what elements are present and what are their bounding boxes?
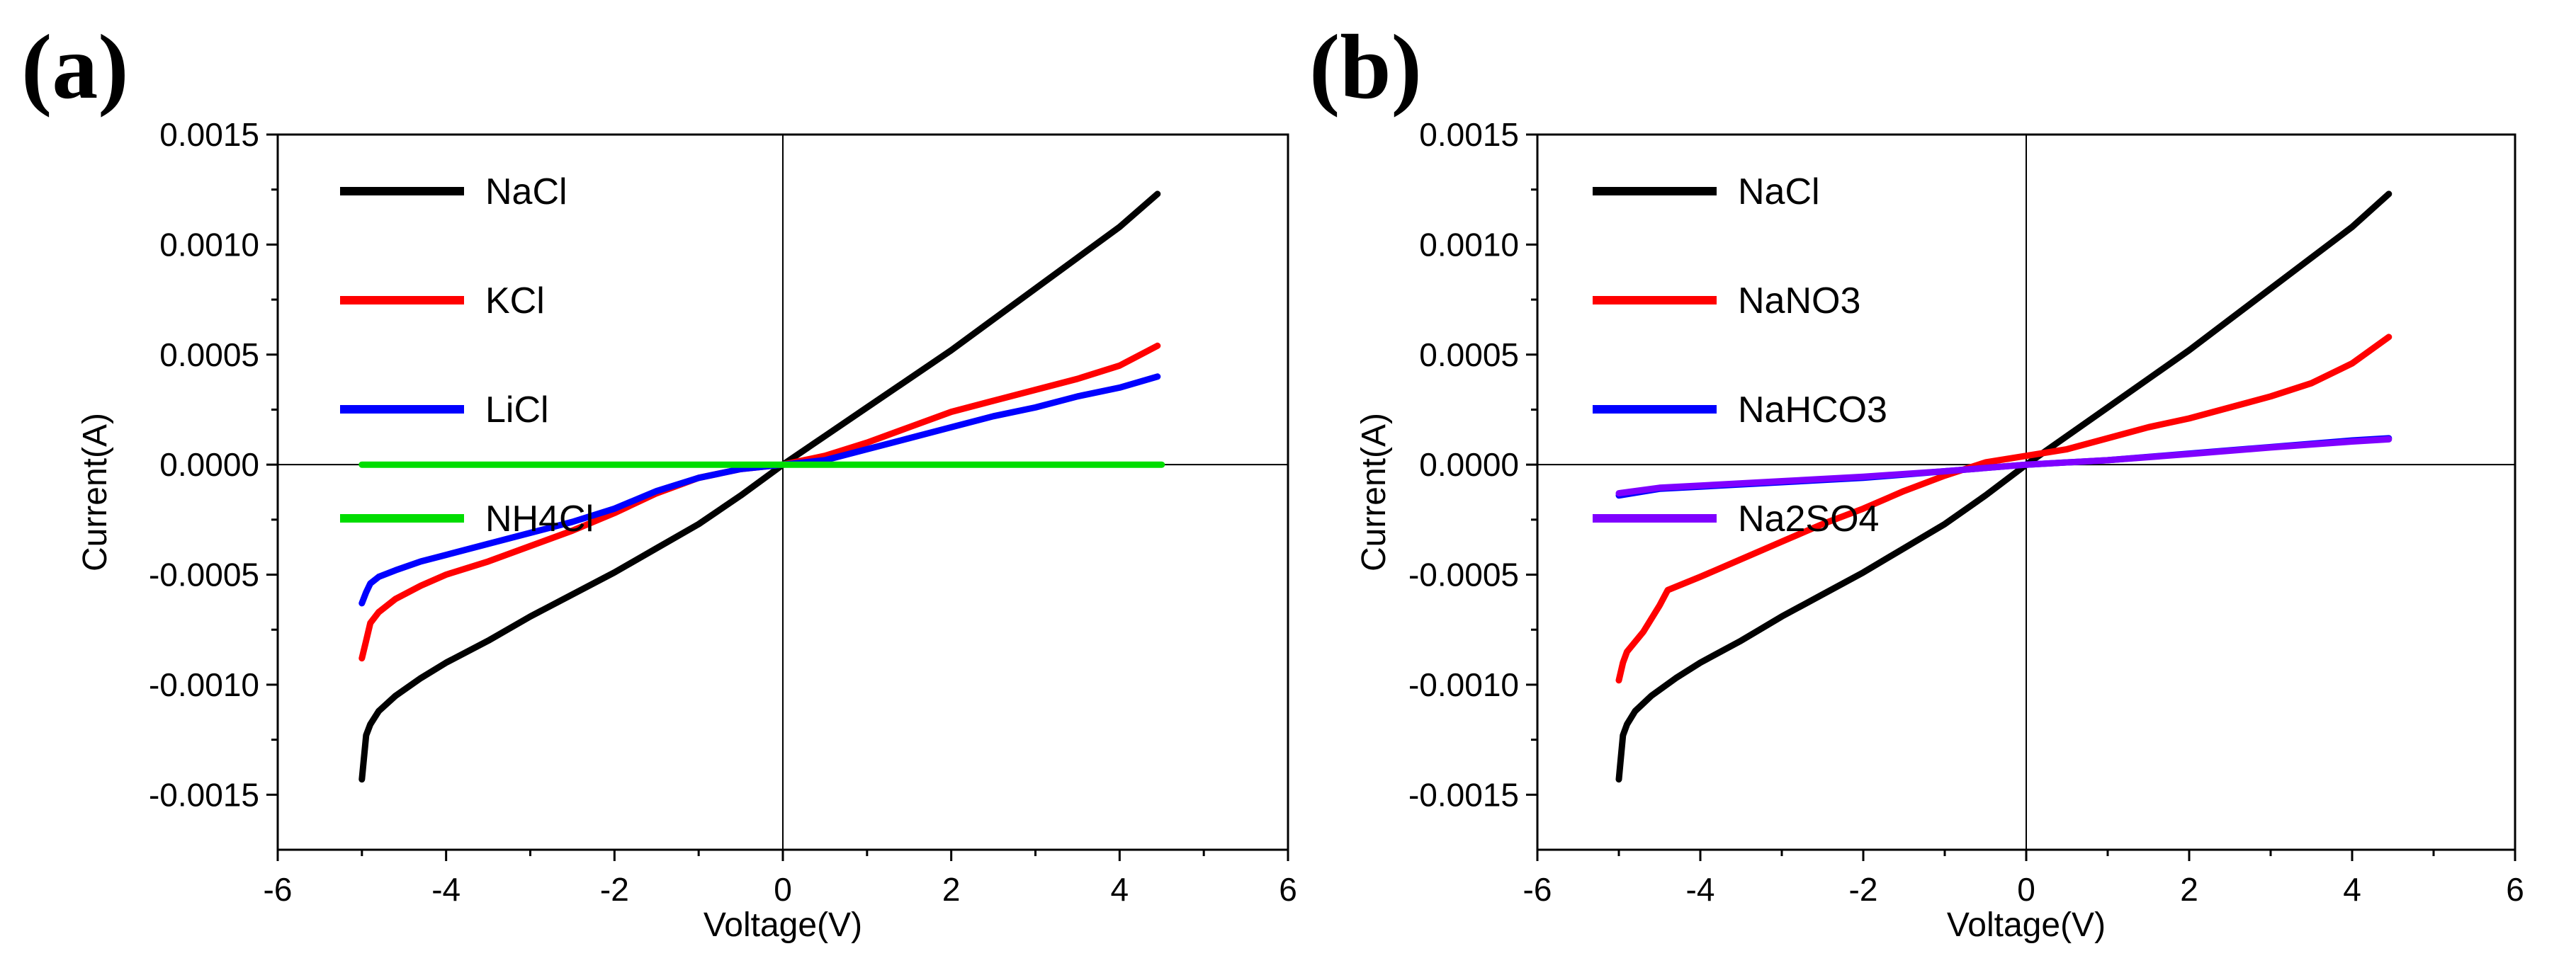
legend-label-licl: LiCl: [485, 389, 549, 431]
y-tick-label: 0.0000: [159, 446, 259, 483]
x-tick-label: -6: [264, 871, 293, 908]
y-tick-label: 0.0010: [159, 226, 259, 263]
x-tick-label: 0: [2017, 871, 2035, 908]
y-axis-title: Current(A): [1355, 413, 1393, 571]
x-tick-label: -6: [1523, 871, 1552, 908]
y-tick-label: -0.0005: [149, 557, 259, 593]
y-tick-label: 0.0010: [1419, 226, 1519, 263]
y-tick-label: -0.0015: [1408, 776, 1519, 813]
panel-label: (a): [21, 16, 129, 118]
legend-label-nacl: NaCl: [1738, 171, 1820, 212]
y-tick-label: 0.0015: [159, 116, 259, 153]
chart-panel-b: (b) -6 -4 -2 0 2 4 6 -0.0015 -0.0010 -0.0005 0.0000…: [1309, 16, 2524, 944]
x-tick-label: 4: [1111, 871, 1129, 908]
y-tick-label: -0.0010: [149, 666, 259, 703]
series-line-nacl: [358, 190, 1161, 783]
y-tick-label: 0.0005: [1419, 336, 1519, 373]
y-tick-label: 0.0005: [159, 336, 259, 373]
x-tick-label: 0: [774, 871, 792, 908]
series-line-kcl: [358, 342, 1161, 662]
y-tick-label: 0.0015: [1419, 116, 1519, 153]
y-axis-title: Current(A): [77, 413, 114, 571]
x-tick-label: 6: [1279, 871, 1297, 908]
series-line-nano3: [1615, 334, 2393, 684]
y-tick-label: -0.0015: [149, 776, 259, 813]
legend-label-nacl: NaCl: [485, 171, 567, 212]
series-line-na2so4: [1615, 435, 2393, 497]
legend-label-nano3: NaNO3: [1738, 280, 1860, 321]
x-tick-label: 6: [2506, 871, 2524, 908]
x-tick-label: -2: [1849, 871, 1878, 908]
y-tick-label: 0.0000: [1419, 446, 1519, 483]
x-tick-label: -4: [431, 871, 461, 908]
x-tick-label: -2: [600, 871, 629, 908]
x-tick-label: 2: [942, 871, 961, 908]
legend-label-na2so4: Na2SO4: [1738, 499, 1879, 540]
x-axis-title: Voltage(V): [704, 906, 862, 944]
x-axis-title: Voltage(V): [1947, 906, 2106, 944]
x-tick-label: -4: [1686, 871, 1715, 908]
panel-label: (b): [1309, 16, 1422, 118]
legend-label-nh4cl: NH4Cl: [485, 499, 594, 540]
y-tick-label: -0.0005: [1408, 557, 1519, 593]
x-tick-label: 2: [2180, 871, 2198, 908]
chart-panel-a: (a) -6 -4 -2 0 2 4 6 -0.0015 -0.0010 -0.0005 0.0000…: [21, 16, 1297, 944]
x-tick-label: 4: [2343, 871, 2361, 908]
series-line-licl: [358, 373, 1161, 607]
series-line-nacl: [1615, 190, 2393, 783]
legend-label-nahco3: NaHCO3: [1738, 389, 1887, 431]
y-tick-label: -0.0010: [1408, 666, 1519, 703]
legend-label-kcl: KCl: [485, 280, 545, 321]
